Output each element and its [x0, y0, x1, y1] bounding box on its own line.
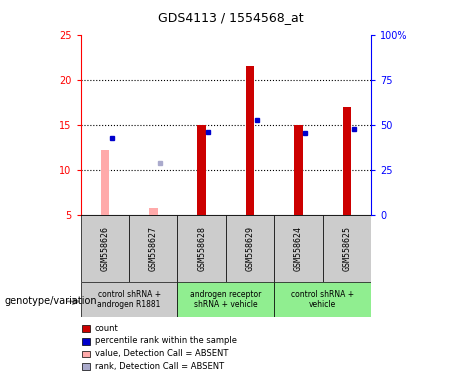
- Text: control shRNA +
androgen R1881: control shRNA + androgen R1881: [97, 290, 161, 309]
- Bar: [82, 363, 90, 370]
- FancyBboxPatch shape: [323, 215, 371, 282]
- Text: GSM558625: GSM558625: [343, 226, 351, 271]
- Bar: [82, 325, 90, 332]
- Text: count: count: [95, 324, 118, 333]
- Bar: [343, 107, 351, 215]
- FancyBboxPatch shape: [129, 215, 177, 282]
- Bar: [100, 150, 109, 215]
- Text: androgen receptor
shRNA + vehicle: androgen receptor shRNA + vehicle: [190, 290, 261, 309]
- Bar: [246, 66, 254, 215]
- Bar: [149, 208, 158, 215]
- Text: GSM558628: GSM558628: [197, 226, 206, 271]
- FancyBboxPatch shape: [226, 215, 274, 282]
- Text: rank, Detection Call = ABSENT: rank, Detection Call = ABSENT: [95, 362, 224, 371]
- FancyBboxPatch shape: [81, 215, 129, 282]
- Text: percentile rank within the sample: percentile rank within the sample: [95, 336, 236, 346]
- Bar: [294, 125, 303, 215]
- Text: value, Detection Call = ABSENT: value, Detection Call = ABSENT: [95, 349, 228, 358]
- FancyBboxPatch shape: [177, 215, 226, 282]
- FancyBboxPatch shape: [274, 282, 371, 317]
- Bar: [82, 351, 90, 358]
- Text: genotype/variation: genotype/variation: [5, 296, 97, 306]
- Text: GSM558626: GSM558626: [100, 226, 109, 271]
- FancyBboxPatch shape: [177, 282, 274, 317]
- FancyBboxPatch shape: [274, 215, 323, 282]
- Text: GDS4113 / 1554568_at: GDS4113 / 1554568_at: [158, 12, 303, 25]
- Text: GSM558629: GSM558629: [246, 226, 254, 271]
- Text: GSM558624: GSM558624: [294, 226, 303, 271]
- FancyBboxPatch shape: [81, 282, 177, 317]
- Bar: [197, 125, 206, 215]
- Text: control shRNA +
vehicle: control shRNA + vehicle: [291, 290, 354, 309]
- Text: GSM558627: GSM558627: [149, 226, 158, 271]
- Bar: [82, 338, 90, 345]
